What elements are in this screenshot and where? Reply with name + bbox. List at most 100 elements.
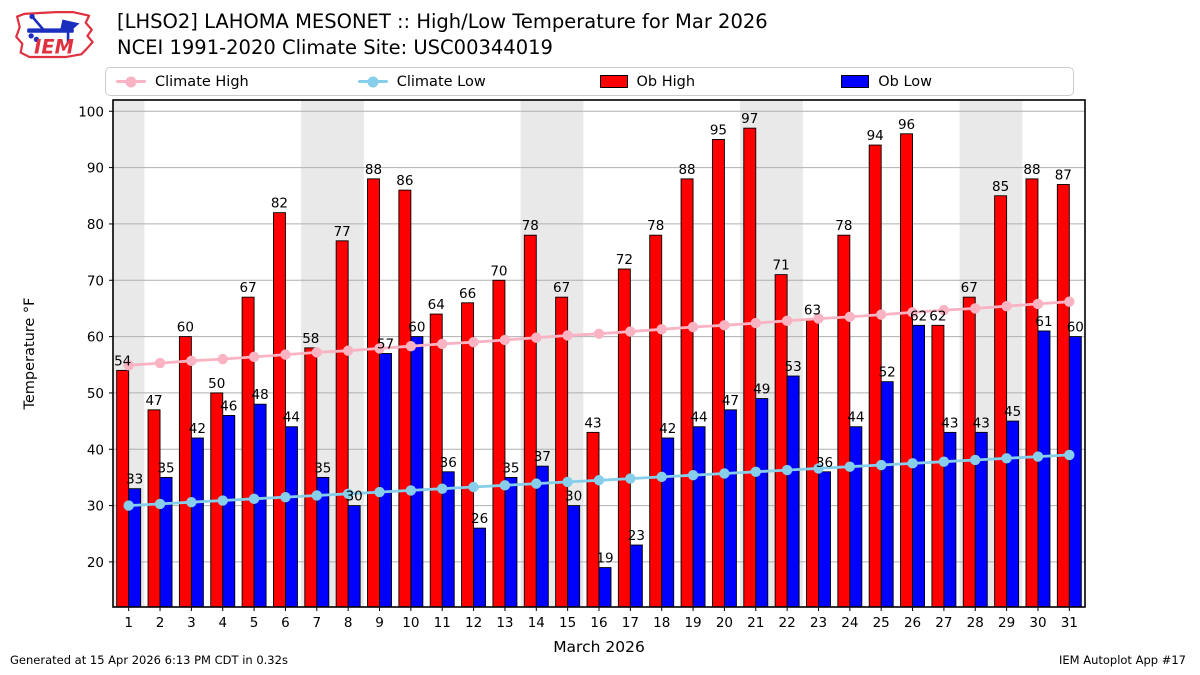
ob-high-label: 78 [835, 218, 852, 234]
climate-high-marker [531, 332, 542, 343]
y-tick-label: 30 [87, 499, 104, 515]
climate-high-marker [280, 349, 291, 360]
ob-high-label: 88 [678, 162, 695, 178]
ob-high-label: 63 [804, 303, 821, 319]
ob-low-bar [473, 527, 487, 608]
ob-high-bar [962, 296, 976, 608]
climate-high-line-icon [116, 76, 146, 87]
ob-high-label: 66 [459, 286, 476, 302]
logo-text: IEM [34, 35, 74, 58]
legend-marker-dot [125, 76, 137, 87]
climate-high-marker [468, 337, 479, 348]
climate-high-marker [750, 317, 761, 329]
ob-low-bar [285, 426, 298, 608]
ob-low-bar [222, 415, 236, 608]
ob-high-bar [617, 268, 631, 608]
climate-high-marker [499, 334, 511, 346]
ob-low-label: 35 [157, 460, 174, 476]
climate-high-marker [844, 311, 856, 323]
ob-high-label: 54 [114, 353, 131, 369]
x-tick-label: 12 [465, 615, 482, 631]
x-tick-label: 26 [904, 615, 921, 631]
climate-high-marker [186, 355, 197, 367]
ob-low-bar [849, 426, 863, 608]
climate-low-marker [781, 464, 793, 476]
ob-low-label: 36 [440, 455, 457, 471]
ob-low-bar [567, 505, 581, 608]
x-axis-title: March 2026 [553, 638, 645, 656]
ob-high-bar [335, 240, 349, 608]
climate-low-marker [280, 491, 291, 503]
ob-high-bar [178, 336, 192, 608]
ob-low-bar [410, 336, 424, 608]
legend-item-climate-high: Climate High [106, 74, 348, 90]
ob-high-bar [461, 302, 475, 608]
ob-low-bar [1037, 330, 1051, 608]
climate-low-marker [248, 493, 260, 505]
ob-high-label: 94 [867, 128, 884, 144]
ob-low-label: 43 [973, 415, 990, 431]
ob-low-label: 19 [596, 551, 613, 567]
climate-low-marker [437, 483, 448, 494]
x-tick-label: 13 [496, 615, 513, 631]
climate-high-marker [562, 330, 573, 341]
ob-low-label: 43 [941, 415, 958, 431]
climate-low-marker [687, 469, 699, 481]
climate-low-marker [123, 500, 134, 511]
x-tick-label: 21 [747, 615, 764, 631]
chart-svg: 5433473560425046674882445835773088578660… [22, 99, 1086, 656]
ob-high-label: 78 [647, 218, 664, 234]
climate-low-marker [562, 476, 573, 488]
ob-high-bar [1056, 184, 1070, 608]
ob-high-label: 43 [584, 415, 601, 431]
ob-low-label: 45 [1004, 404, 1021, 420]
ob-high-label: 50 [208, 376, 225, 392]
iem-logo: IEM [15, 11, 94, 58]
ob-high-label: 67 [961, 280, 978, 296]
climate-low-marker [374, 486, 385, 498]
y-tick-label: 90 [87, 161, 104, 177]
climate-high-marker [875, 309, 887, 320]
x-tick-label: 19 [684, 615, 701, 631]
climate-low-marker [750, 466, 761, 477]
climate-low-marker [1064, 449, 1075, 461]
ob-low-label: 35 [502, 460, 519, 476]
x-tick-label: 20 [716, 615, 733, 631]
ob-high-label: 85 [992, 179, 1009, 195]
y-tick-label: 40 [87, 442, 104, 458]
ob-low-bar [347, 505, 361, 608]
ob-low-label: 30 [346, 489, 363, 505]
x-tick-label: 6 [281, 615, 290, 631]
ob-low-label: 60 [1067, 320, 1084, 336]
ob-low-bar [692, 426, 706, 608]
ob-low-label: 62 [910, 308, 927, 324]
x-tick-label: 1 [124, 615, 133, 631]
ob-high-label: 67 [240, 280, 257, 296]
climate-high-marker [437, 338, 448, 350]
ob-high-label: 47 [145, 393, 162, 409]
x-tick-label: 18 [653, 615, 670, 631]
ob-low-label: 26 [471, 511, 488, 527]
ob-high-label: 96 [898, 117, 915, 133]
ob-low-bar [253, 403, 267, 608]
climate-high-marker [311, 347, 323, 358]
x-tick-label: 22 [779, 615, 796, 631]
ob-low-bar [1006, 420, 1020, 608]
climate-high-marker [1064, 296, 1075, 307]
ob-high-label: 97 [741, 111, 758, 127]
ob-low-label: 61 [1035, 314, 1052, 330]
legend-label: Ob Low [878, 73, 933, 90]
ob-low-label: 42 [659, 421, 676, 437]
ob-high-label: 72 [616, 252, 633, 268]
ob-high-bar [680, 178, 694, 608]
ob-low-bar [786, 375, 800, 608]
climate-low-marker [970, 454, 981, 466]
ob-high-label: 86 [396, 173, 413, 189]
climate-low-line-icon [357, 76, 388, 87]
ob-low-label: 44 [690, 410, 707, 426]
ob-low-label: 49 [753, 382, 770, 398]
ob-low-label: 23 [628, 528, 645, 544]
climate-high-marker [248, 351, 260, 363]
ob-high-bar [994, 195, 1008, 608]
ob-low-label: 42 [189, 421, 206, 437]
